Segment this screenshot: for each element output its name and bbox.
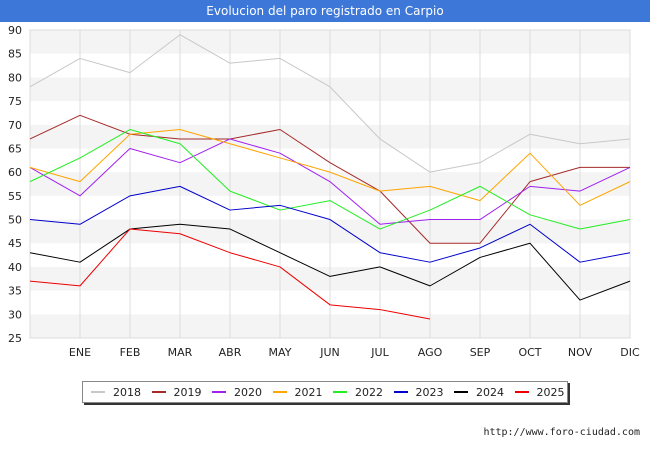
x-tick-label: ENE: [69, 346, 91, 359]
y-tick-label: 60: [8, 166, 22, 179]
legend-item-2023: 2023: [393, 382, 444, 402]
legend-label: 2019: [173, 385, 202, 399]
x-tick-label: MAY: [269, 346, 292, 359]
legend: 2018 2019 2020 2021 2022 2023 2024 2025: [82, 381, 568, 403]
x-tick-label: OCT: [518, 346, 541, 359]
series-line-2020: [29, 138, 631, 225]
legend-label: 2025: [536, 385, 565, 399]
x-axis-tick-labels: ENE FEB MAR ABR MAY JUN JUL AGO SEP OCT NOV DIC: [69, 346, 640, 359]
x-tick-label: MAR: [168, 346, 193, 359]
series-lines: [29, 34, 631, 320]
x-tick-label: FEB: [120, 346, 141, 359]
legend-label: 2021: [294, 385, 323, 399]
series-line-2021: [29, 129, 631, 206]
legend-item-2025: 2025: [514, 382, 565, 402]
legend-swatch: [393, 391, 408, 393]
x-tick-label: AGO: [418, 346, 443, 359]
legend-swatch: [151, 391, 166, 393]
y-tick-label: 85: [8, 48, 22, 61]
legend-item-2022: 2022: [333, 382, 383, 402]
y-tick-label: 75: [8, 95, 22, 108]
series-line-2018: [29, 34, 631, 173]
legend-swatch: [91, 391, 105, 393]
series-line-2025: [29, 228, 431, 320]
y-tick-label: 90: [8, 24, 22, 37]
y-tick-label: 50: [8, 214, 22, 227]
y-axis-tick-labels: 25 30 35 40 45 50 55 60 65 70 75 80 85 90: [8, 24, 22, 345]
vertical-gridlines: [29, 30, 631, 338]
y-tick-label: 40: [8, 261, 22, 274]
y-tick-label: 30: [8, 308, 22, 321]
y-tick-label: 25: [8, 332, 22, 345]
series-line-2022: [29, 129, 631, 230]
legend-swatch: [454, 391, 468, 393]
x-tick-label: DIC: [620, 346, 640, 359]
y-tick-label: 80: [8, 71, 22, 84]
chart-title: Evolucion del paro registrado en Carpio: [0, 0, 650, 22]
y-tick-label: 70: [8, 119, 22, 132]
y-tick-label: 45: [8, 237, 22, 250]
legend-item-2021: 2021: [272, 382, 323, 402]
legend-swatch: [272, 391, 287, 393]
x-tick-label: NOV: [568, 346, 593, 359]
legend-swatch: [514, 391, 529, 393]
series-line-2023: [29, 185, 631, 263]
legend-item-2019: 2019: [151, 382, 202, 402]
x-tick-label: ABR: [219, 346, 242, 359]
legend-label: 2018: [113, 385, 141, 399]
line-chart: 25 30 35 40 45 50 55 60 65 70 75 80 85 90 ENE FEB MAR AB…: [8, 24, 640, 359]
x-tick-label: JUN: [319, 346, 340, 359]
legend-item-2020: 2020: [212, 382, 262, 402]
legend-item-2018: 2018: [91, 382, 141, 402]
y-tick-label: 65: [8, 142, 22, 155]
legend-label: 2022: [355, 385, 383, 399]
x-tick-label: SEP: [470, 346, 491, 359]
x-tick-label: JUL: [370, 346, 389, 359]
source-url[interactable]: http://www.foro-ciudad.com: [483, 427, 640, 438]
y-tick-label: 55: [8, 190, 22, 203]
legend-label: 2020: [234, 385, 262, 399]
legend-label: 2023: [415, 385, 444, 399]
legend-item-2024: 2024: [454, 382, 504, 402]
legend-swatch: [333, 391, 347, 393]
y-tick-label: 35: [8, 285, 22, 298]
legend-label: 2024: [476, 385, 504, 399]
legend-swatch: [212, 391, 226, 393]
